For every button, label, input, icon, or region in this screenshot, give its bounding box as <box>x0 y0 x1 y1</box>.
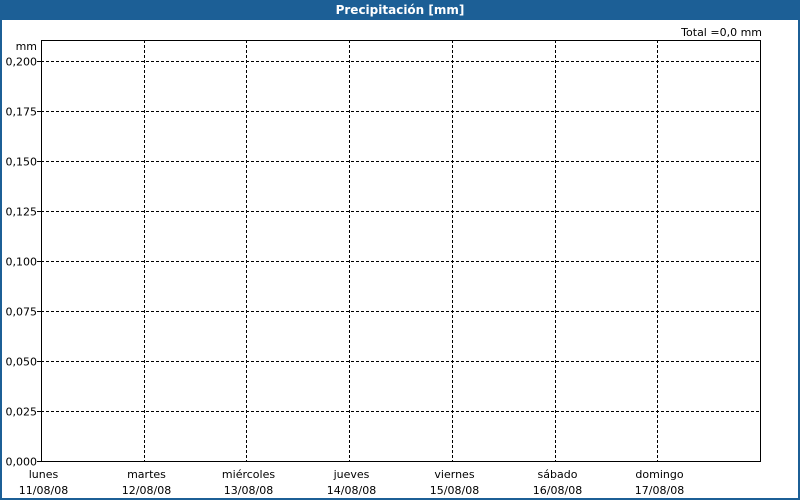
x-day-label: miércoles <box>222 468 275 481</box>
x-date-label: 16/08/08 <box>533 484 582 497</box>
y-axis-label: mm <box>16 40 37 53</box>
x-day-label: viernes <box>434 468 474 481</box>
x-date-label: 13/08/08 <box>224 484 273 497</box>
x-date-label: 11/08/08 <box>19 484 68 497</box>
y-tick-label: 0,150 <box>6 156 38 169</box>
x-date-label: 17/08/08 <box>635 484 684 497</box>
y-tick-label: 0,000 <box>6 456 38 469</box>
x-day-label: domingo <box>635 468 683 481</box>
y-tick-label: 0,125 <box>6 206 38 219</box>
y-tick-label: 0,200 <box>6 56 38 69</box>
y-tick-label: 0,075 <box>6 306 38 319</box>
y-tick-label: 0,100 <box>6 256 38 269</box>
x-date-label: 12/08/08 <box>122 484 171 497</box>
y-tick-label: 0,175 <box>6 106 38 119</box>
chart-title: Precipitación [mm] <box>335 3 465 17</box>
total-label: Total =0,0 mm <box>680 26 762 39</box>
plot-frame <box>41 40 761 462</box>
y-tick-label: 0,025 <box>6 406 38 419</box>
x-day-label: lunes <box>29 468 59 481</box>
x-day-label: sábado <box>538 468 578 481</box>
x-day-label: martes <box>127 468 166 481</box>
x-date-label: 15/08/08 <box>430 484 479 497</box>
x-day-label: jueves <box>333 468 370 481</box>
chart-panel <box>2 20 798 498</box>
x-date-label: 14/08/08 <box>327 484 376 497</box>
y-tick-label: 0,050 <box>6 356 38 369</box>
